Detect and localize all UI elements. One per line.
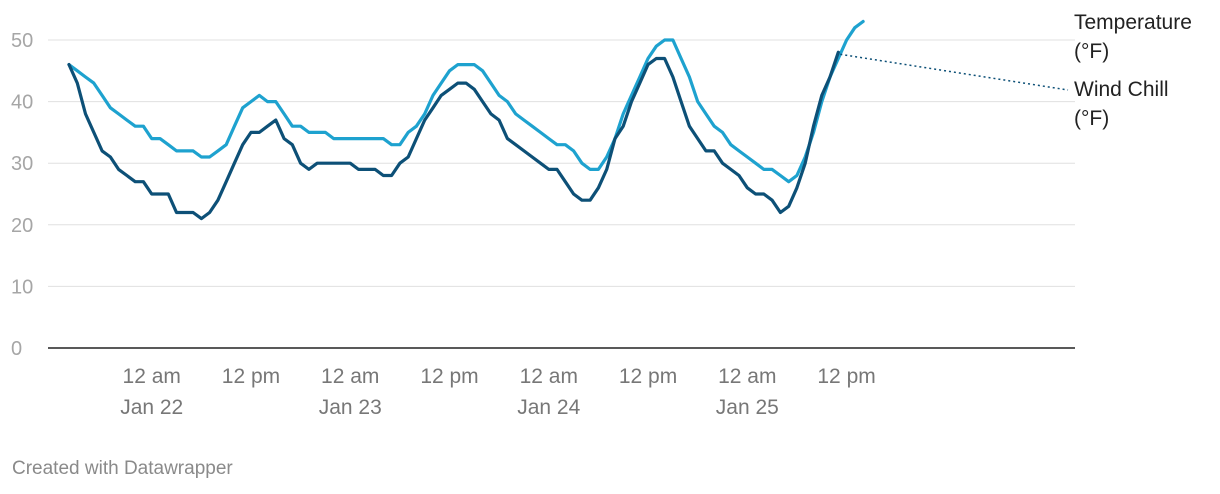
y-axis-ticks: 0 10 20 30 40 50 [11,30,33,360]
x-axis-ticks: 12 am Jan 22 12 pm 12 am Jan 23 12 pm 12 am Jan… [120,365,876,419]
series-line-1 [67,50,840,221]
grid-lines [48,39,1075,287]
x-tick-label-0-1: Jan 22 [120,396,183,419]
y-tick-label-0: 0 [11,338,22,360]
x-tick-label-3-0: 12 pm [420,365,478,388]
x-tick-label-5-0: 12 pm [619,365,677,388]
x-tick-label-4-1: Jan 24 [517,396,580,419]
series-label-0-0: Temperature [1074,11,1192,34]
y-tick-label-10: 10 [11,276,33,298]
series-lines [67,19,865,221]
series-label-1-0: Wind Chill [1074,78,1169,101]
credit-footer: Created with Datawrapper [12,458,233,479]
x-tick-label-0-0: 12 am [123,365,181,388]
x-tick-label-1-0: 12 pm [222,365,280,388]
x-tick-label-2-0: 12 am [321,365,379,388]
y-tick-label-50: 50 [11,30,33,52]
y-tick-label-20: 20 [11,215,33,237]
wind-chill-leader-line [840,53,1069,91]
y-tick-label-40: 40 [11,92,33,114]
series-label-0-1: (°F) [1074,40,1109,63]
series-label-1-1: (°F) [1074,107,1109,130]
series-line-0 [67,19,865,184]
x-tick-label-7-0: 12 pm [817,365,875,388]
y-tick-label-30: 30 [11,153,33,175]
x-tick-label-6-0: 12 am [718,365,776,388]
x-tick-label-6-1: Jan 25 [716,396,779,419]
x-tick-label-2-1: Jan 23 [319,396,382,419]
x-tick-label-4-0: 12 am [520,365,578,388]
series-labels: Temperature (°F) Wind Chill (°F) [840,11,1192,130]
